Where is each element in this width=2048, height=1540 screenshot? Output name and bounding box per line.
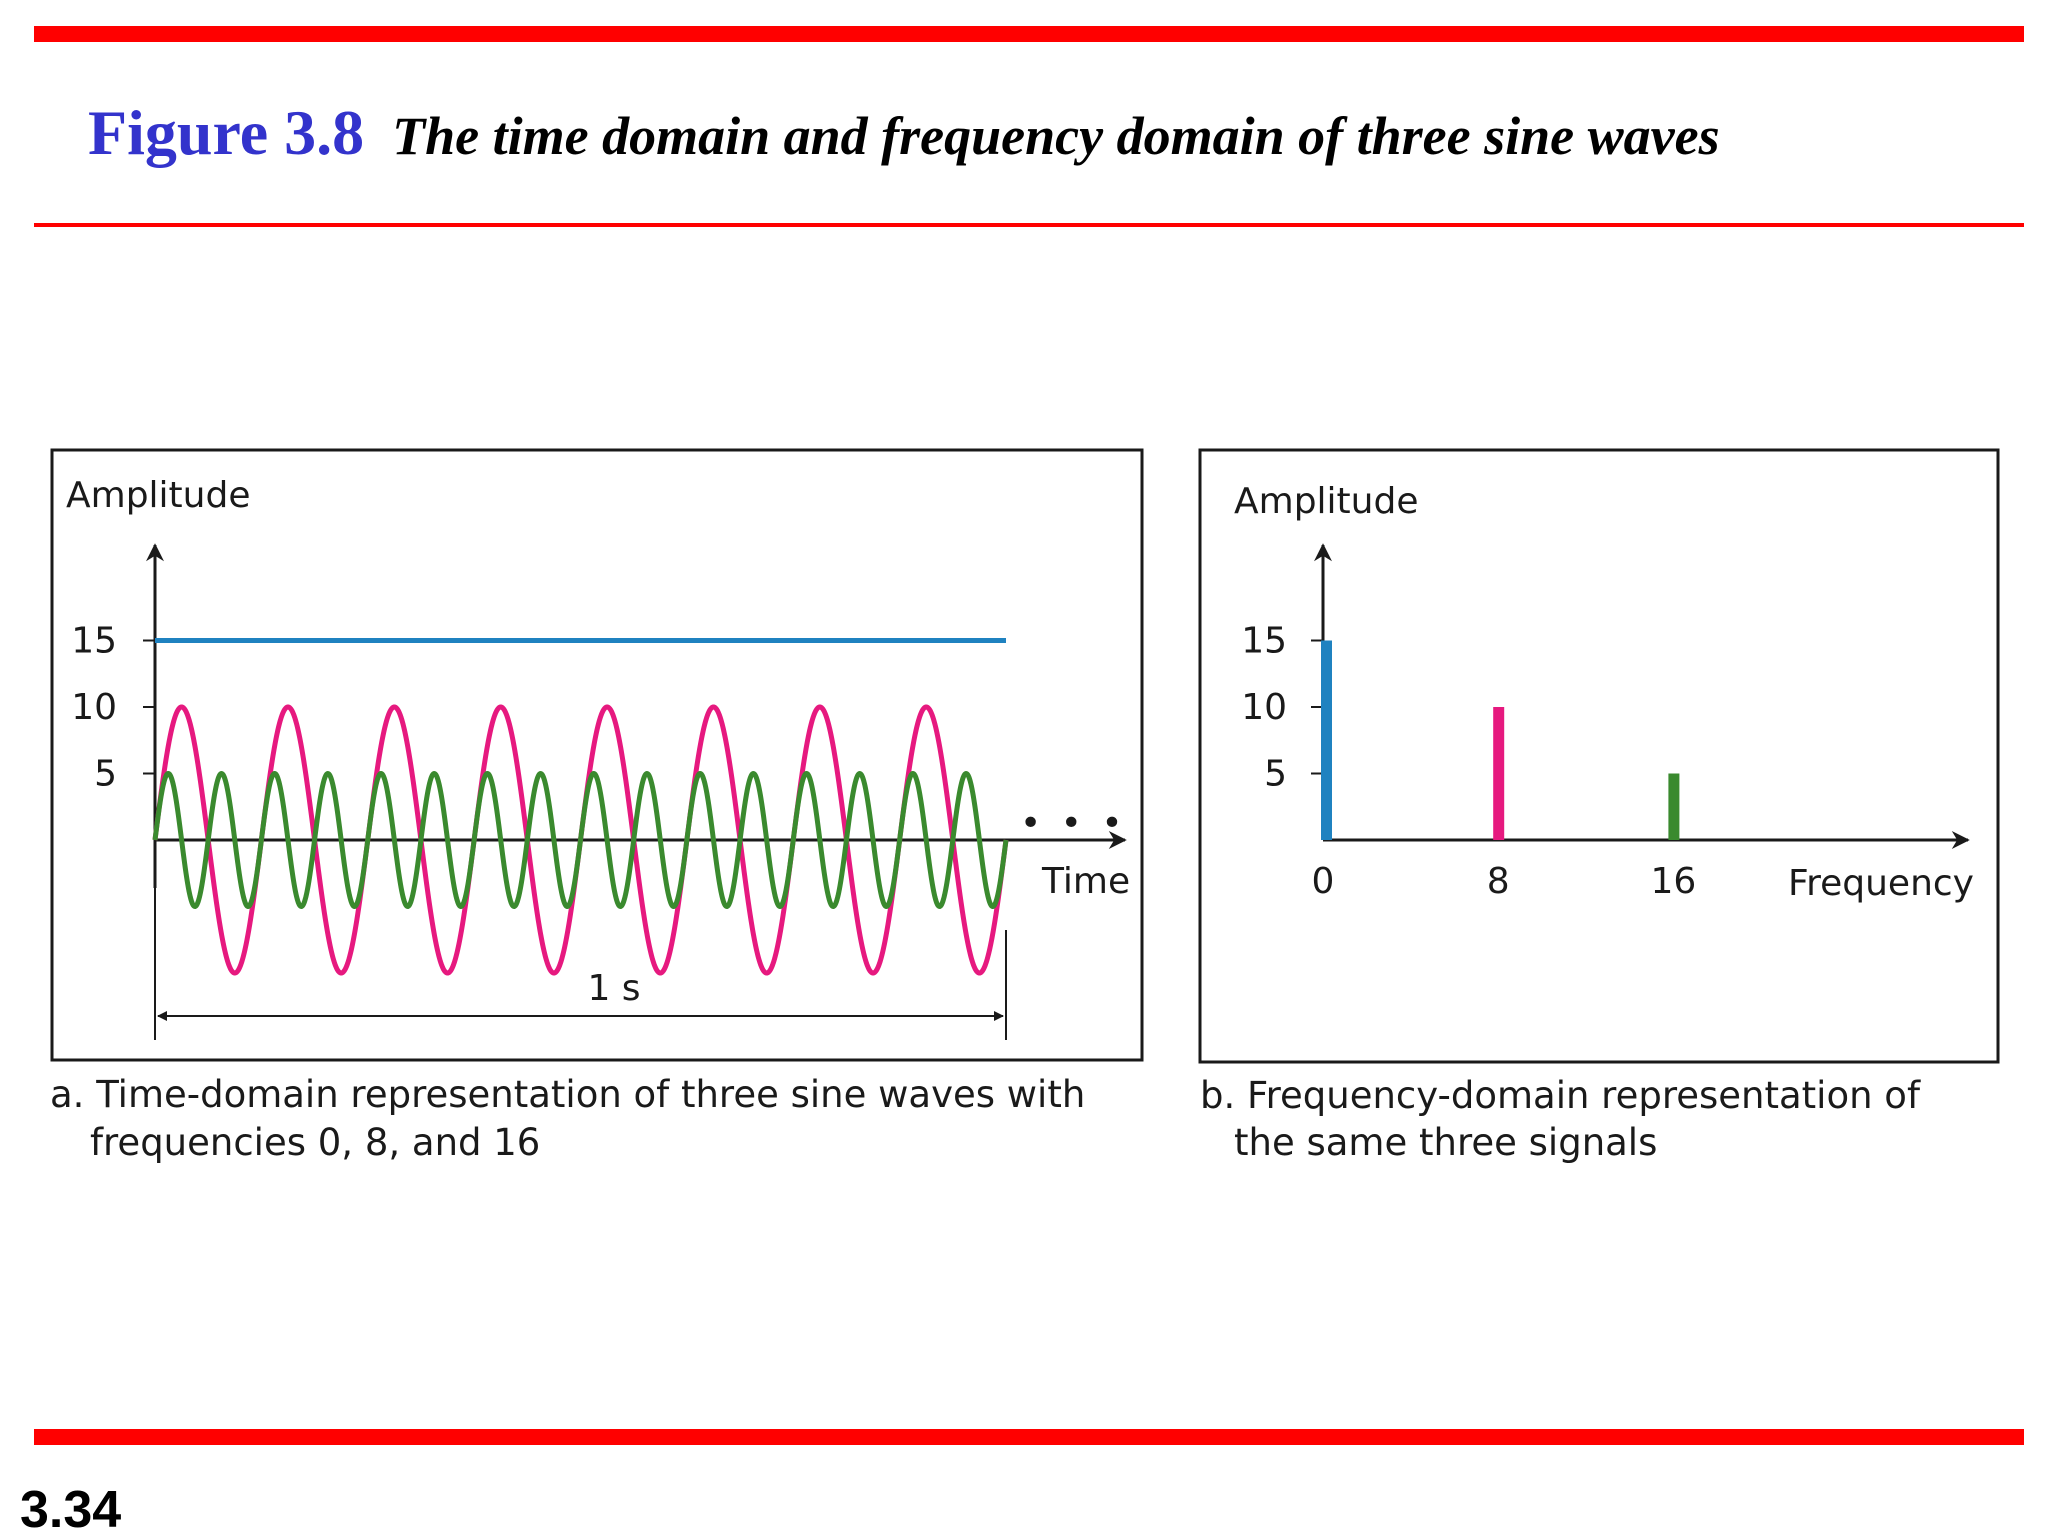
spectrum-bar-freq-0 — [1321, 640, 1332, 840]
panel-a-y-tick-label: 10 — [71, 687, 117, 728]
panel-b-x-ticks: 0 8 16 — [1312, 861, 1697, 902]
panel-b-frame — [1198, 448, 2000, 1064]
panel-b-x-tick-label: 8 — [1487, 861, 1510, 902]
spectrum-bar-freq-16 — [1668, 773, 1680, 840]
ellipsis: • • • — [1020, 803, 1127, 844]
title-underline-rule — [34, 223, 2024, 227]
page-number: 3.34 — [20, 1481, 122, 1539]
panel-b-y-tick-label: 15 — [1241, 621, 1287, 662]
panel-b-x-tick-label: 0 — [1312, 861, 1335, 902]
sine-wave-freq-16 — [152, 771, 1009, 909]
panel-a-y-ticks: 15 10 5 — [71, 621, 155, 795]
panel-a-y-tick-label: 5 — [94, 754, 117, 795]
panel-b-bars — [1321, 640, 1680, 840]
panel-a-caption-line-1: a. Time-domain representation of three s… — [50, 1073, 1085, 1116]
panel-a-x-axis-label: Time — [1041, 861, 1130, 902]
spectrum-bar-freq-8 — [1493, 707, 1505, 840]
top-red-rule — [34, 26, 2024, 42]
slide-title: Figure 3.8 The time domain and frequency … — [88, 96, 1720, 170]
figure-caption: The time domain and frequency domain of … — [392, 106, 1720, 166]
duration-label: 1 s — [587, 968, 640, 1009]
panel-b-x-tick-label: 16 — [1650, 861, 1696, 902]
panel-b-caption-line-1: b. Frequency-domain representation of — [1200, 1074, 1921, 1117]
panel-a-y-tick-label: 15 — [71, 621, 117, 662]
panel-a-frame — [50, 448, 1144, 1062]
panel-b-y-tick-label: 5 — [1264, 754, 1287, 795]
panel-b-y-tick-label: 10 — [1241, 687, 1287, 728]
bottom-red-rule — [34, 1429, 2024, 1445]
panel-b-y-axis-label: Amplitude — [1234, 481, 1418, 522]
panel-b-caption-line-2: the same three signals — [1234, 1121, 1657, 1164]
panel-a-waves — [152, 638, 1009, 976]
panel-a-caption-line-2: frequencies 0, 8, and 16 — [90, 1121, 540, 1164]
panel-time-domain: Amplitude 15 10 5 • • • Time 1 s a. Time-d… — [50, 448, 1144, 1164]
figure-label: Figure 3.8 — [88, 97, 365, 168]
panel-a-y-axis-label: Amplitude — [66, 475, 250, 516]
panel-b-y-ticks: 15 10 5 — [1241, 621, 1323, 795]
panel-b-x-axis-label: Frequency — [1788, 863, 1974, 904]
panel-frequency-domain: Amplitude 15 10 5 0 8 16 Frequency b. Freque… — [1198, 448, 2000, 1164]
